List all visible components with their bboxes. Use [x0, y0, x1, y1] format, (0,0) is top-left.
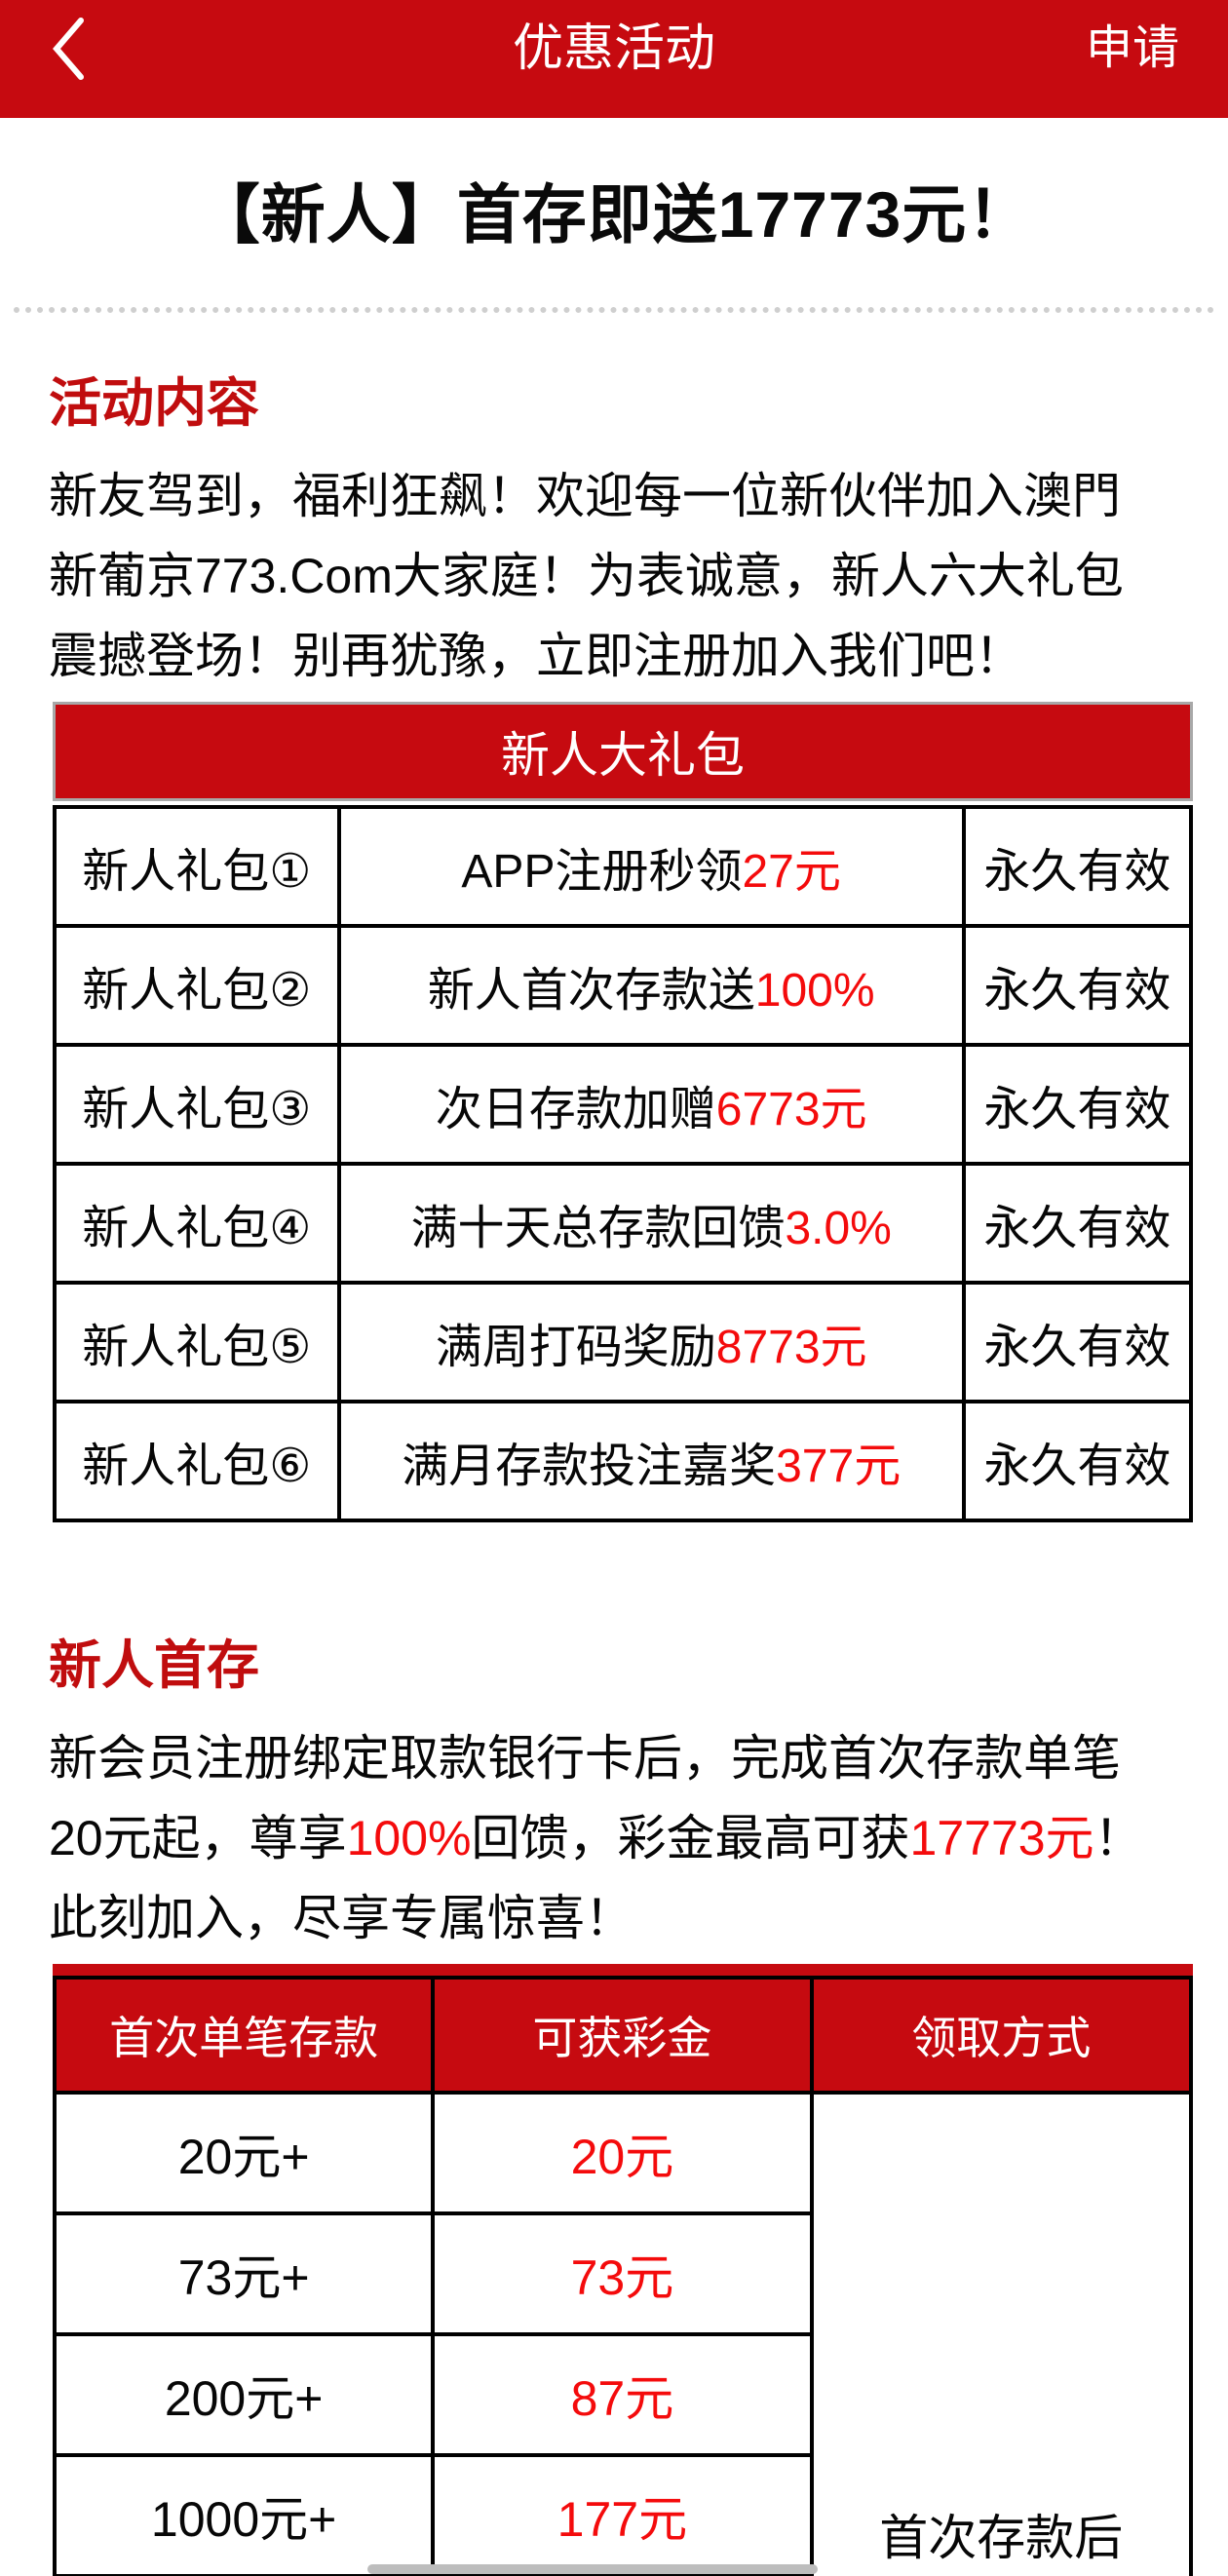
gift-desc: 新人首次存款送100% [336, 924, 966, 1047]
gift-desc: 满十天总存款回馈3.0% [336, 1162, 966, 1285]
gift-desc: APP注册秒领27元 [336, 805, 966, 928]
deposit-table-row: 1000元+ 177元 [52, 2453, 1191, 2576]
deposit-table: 首次单笔存款 可获彩金 领取方式 20元+ 20元 首次存款后 点击右上角申请 … [52, 1976, 1194, 2576]
gift-value: 3.0% [785, 1203, 892, 1254]
deposit-amount: 200元+ [52, 2332, 436, 2457]
page-title: 【新人】首存即送17773元！ [195, 178, 1033, 250]
gift-value: 27元 [742, 846, 841, 898]
paragraph-line: 新会员注册绑定取款银行卡后，完成首次存款单笔 [49, 1731, 1121, 1786]
gift-validity: 永久有效 [961, 1281, 1194, 1403]
gift-value: 377元 [776, 1441, 902, 1492]
paragraph-line: 新友驾到，福利狂飙！欢迎每一位新伙伴加入澳門 [49, 469, 1121, 523]
dashed-divider [14, 307, 1214, 313]
gift-label: 新人礼包⑥ [53, 1400, 341, 1522]
bonus-amount: 87元 [431, 2332, 814, 2457]
paragraph-line: 20元起，尊享100%回馈，彩金最高可获17773元！ [49, 1811, 1143, 1865]
gift-table-title: 新人大礼包 [53, 702, 1193, 801]
gift-value: 100% [754, 965, 875, 1017]
gift-table-row: 新人礼包③ 次日存款加赠6773元 永久有效 [53, 1043, 1194, 1166]
gift-table-row: 新人礼包⑤ 满周打码奖励8773元 永久有效 [53, 1281, 1194, 1403]
paragraph-line: 新葡京773.Com大家庭！为表诚意，新人六大礼包 [49, 549, 1124, 603]
gift-value: 8773元 [715, 1322, 867, 1373]
back-button[interactable] [49, 16, 88, 82]
apply-button[interactable]: 申请 [1085, 22, 1179, 74]
deposit-table-header-row: 首次单笔存款 可获彩金 领取方式 [52, 1976, 1194, 2095]
deposit-table-row: 200元+ 87元 [52, 2332, 1191, 2457]
gift-table-row: 新人礼包④ 满十天总存款回馈3.0% 永久有效 [53, 1162, 1194, 1285]
gift-validity: 永久有效 [961, 924, 1194, 1047]
deposit-amount: 73元+ [52, 2211, 436, 2336]
gift-label: 新人礼包⑤ [53, 1281, 341, 1403]
deposit-amount: 20元+ [52, 2091, 436, 2215]
bonus-amount: 177元 [431, 2453, 814, 2576]
column-header-claim: 领取方式 [809, 1976, 1194, 2095]
bonus-amount: 73元 [431, 2211, 814, 2336]
claim-method-cell: 首次存款后 点击右上角申请 [809, 2091, 1194, 2576]
deposit-table-wrap: 首次单笔存款 可获彩金 领取方式 20元+ 20元 首次存款后 点击右上角申请 … [52, 1964, 1194, 2576]
gift-desc: 满周打码奖励8773元 [336, 1281, 966, 1403]
activity-paragraph: 新友驾到，福利狂飙！欢迎每一位新伙伴加入澳門 新葡京773.Com大家庭！为表诚… [0, 456, 1228, 696]
gift-value: 6773元 [715, 1084, 867, 1135]
horizontal-scrollbar-thumb[interactable] [367, 2564, 818, 2574]
highlight-amount: 17773元 [909, 1811, 1094, 1865]
gift-validity: 永久有效 [961, 1400, 1194, 1522]
gift-label: 新人礼包② [53, 924, 341, 1047]
first-deposit-paragraph: 新会员注册绑定取款银行卡后，完成首次存款单笔 20元起，尊享100%回馈，彩金最… [0, 1718, 1228, 1958]
highlight-percent: 100% [346, 1811, 472, 1865]
gift-label: 新人礼包④ [53, 1162, 341, 1285]
paragraph-line: 此刻加入，尽享专属惊喜！ [49, 1891, 633, 1945]
bonus-amount: 20元 [431, 2091, 814, 2215]
gift-label: 新人礼包① [53, 805, 341, 928]
section-heading-first-deposit: 新人首存 [49, 1636, 259, 1695]
paragraph-line: 震撼登场！别再犹豫，立即注册加入我们吧！ [49, 629, 1023, 683]
gift-label: 新人礼包③ [53, 1043, 341, 1166]
gift-table: 新人礼包① APP注册秒领27元 永久有效 新人礼包② 新人首次存款送100% … [53, 805, 1194, 1522]
gift-validity: 永久有效 [961, 1043, 1194, 1166]
gift-table-row: 新人礼包⑥ 满月存款投注嘉奖377元 永久有效 [53, 1400, 1194, 1522]
deposit-table-row: 73元+ 73元 [52, 2211, 1191, 2336]
gift-validity: 永久有效 [961, 805, 1194, 928]
column-header-bonus: 可获彩金 [431, 1976, 814, 2095]
gift-desc: 满月存款投注嘉奖377元 [336, 1400, 966, 1522]
gift-desc: 次日存款加赠6773元 [336, 1043, 966, 1166]
section-heading-activity: 活动内容 [49, 374, 259, 433]
column-header-deposit: 首次单笔存款 [52, 1976, 436, 2095]
gift-table-row: 新人礼包① APP注册秒领27元 永久有效 [53, 805, 1194, 928]
nav-title: 优惠活动 [512, 20, 715, 77]
chevron-left-icon [53, 18, 84, 80]
nav-bar: 优惠活动 申请 [0, 0, 1228, 118]
gift-validity: 永久有效 [961, 1162, 1194, 1285]
gift-table-row: 新人礼包② 新人首次存款送100% 永久有效 [53, 924, 1194, 1047]
deposit-amount: 1000元+ [52, 2453, 436, 2576]
deposit-table-row: 20元+ 20元 首次存款后 点击右上角申请 [52, 2091, 1194, 2576]
